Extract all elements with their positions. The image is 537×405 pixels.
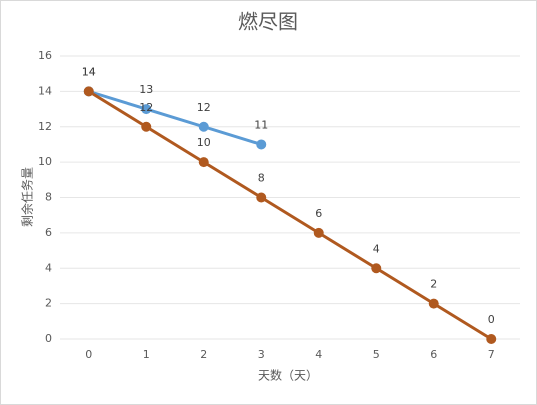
y-tick-label: 12 bbox=[38, 120, 52, 133]
x-tick-label: 4 bbox=[315, 348, 322, 361]
data-point bbox=[256, 139, 267, 150]
x-tick-label: 7 bbox=[488, 348, 495, 361]
data-point bbox=[198, 157, 209, 168]
data-label: 14 bbox=[82, 65, 96, 78]
x-tick-label: 6 bbox=[430, 348, 437, 361]
data-label: 2 bbox=[430, 278, 437, 291]
data-label: 6 bbox=[315, 207, 322, 220]
y-tick-label: 16 bbox=[38, 49, 52, 62]
data-point bbox=[141, 121, 152, 132]
x-tick-label: 0 bbox=[85, 348, 92, 361]
data-label: 14 bbox=[82, 65, 96, 78]
data-point bbox=[83, 86, 94, 97]
data-point bbox=[141, 104, 152, 115]
data-label: 12 bbox=[197, 101, 211, 114]
x-tick-label: 5 bbox=[373, 348, 380, 361]
y-tick-label: 6 bbox=[45, 226, 52, 239]
data-label: 12 bbox=[139, 101, 153, 114]
y-tick-label: 14 bbox=[38, 84, 52, 97]
y-tick-label: 4 bbox=[45, 261, 52, 274]
x-tick-label: 2 bbox=[200, 348, 207, 361]
x-axis-label: 天数（天） bbox=[258, 368, 318, 383]
data-label: 11 bbox=[254, 118, 268, 131]
data-point bbox=[486, 334, 497, 344]
data-point bbox=[428, 298, 439, 309]
data-point bbox=[256, 192, 267, 203]
x-tick-label: 3 bbox=[258, 348, 265, 361]
y-tick-label: 0 bbox=[45, 332, 52, 345]
y-tick-label: 8 bbox=[45, 191, 52, 204]
data-label: 0 bbox=[488, 313, 495, 326]
data-point bbox=[198, 121, 209, 132]
data-label: 13 bbox=[139, 83, 153, 96]
data-label: 8 bbox=[258, 172, 265, 185]
y-axis-label: 剩余任务量 bbox=[20, 167, 35, 227]
data-label: 10 bbox=[197, 136, 211, 149]
series-line bbox=[87, 90, 493, 341]
x-tick-label: 1 bbox=[143, 348, 150, 361]
data-point bbox=[313, 227, 324, 238]
series-line bbox=[88, 89, 262, 146]
chart-title: 燃尽图 bbox=[238, 10, 298, 34]
y-tick-label: 2 bbox=[45, 297, 52, 310]
data-label: 4 bbox=[373, 242, 380, 255]
data-point bbox=[371, 263, 382, 274]
y-tick-label: 10 bbox=[38, 155, 52, 168]
